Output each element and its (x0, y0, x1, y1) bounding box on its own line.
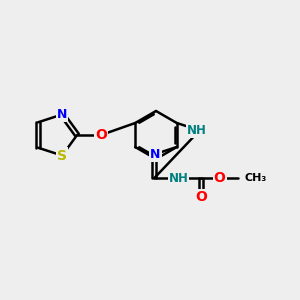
Text: N: N (150, 148, 161, 161)
Text: O: O (195, 190, 207, 204)
Text: NH: NH (169, 172, 188, 185)
Text: O: O (95, 128, 107, 142)
Text: O: O (214, 171, 226, 185)
Text: N: N (57, 108, 68, 121)
Text: S: S (57, 148, 67, 163)
Text: NH: NH (187, 124, 207, 137)
Text: CH₃: CH₃ (244, 173, 267, 183)
